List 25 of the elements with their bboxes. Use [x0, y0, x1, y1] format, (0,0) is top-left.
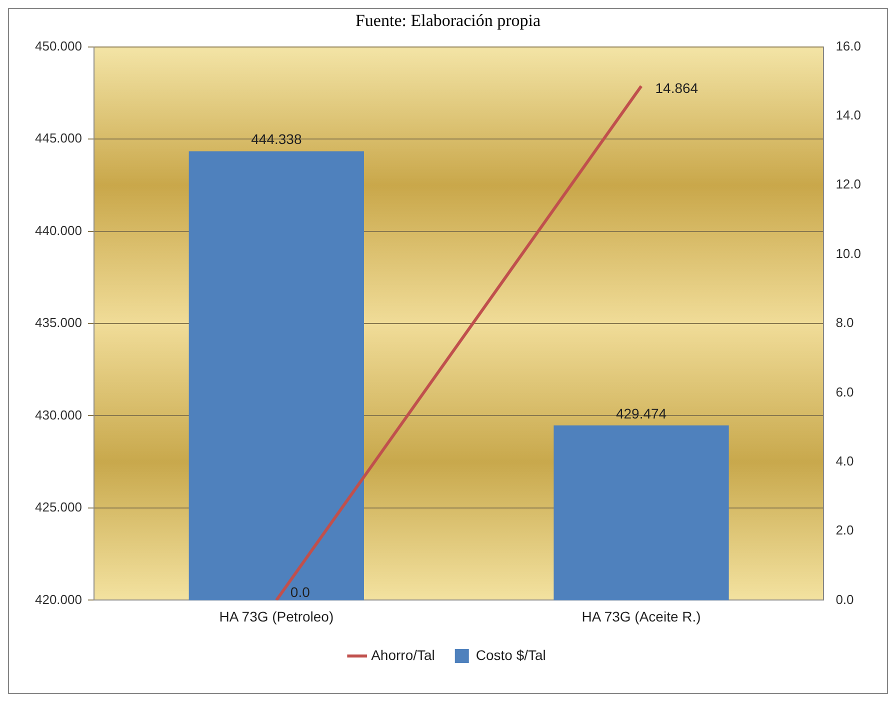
data-label: 14.864	[655, 80, 698, 96]
y-tick-label: 435.000	[34, 315, 82, 330]
x-tick-label: HA 73G (Petroleo)	[219, 608, 334, 624]
y-tick-label: 425.000	[34, 500, 82, 515]
data-label: 0.0	[290, 584, 310, 600]
data-label: 429.474	[616, 405, 667, 422]
y2-tick-label: 16.0	[836, 38, 862, 54]
x-tick-label: HA 73G (Aceite R.)	[582, 608, 701, 624]
y-tick-label: 430.000	[34, 407, 82, 422]
y2-tick-label: 14.0	[836, 108, 862, 123]
y2-tick-label: 10.0	[836, 246, 862, 261]
legend-label: Ahorro/Tal	[371, 646, 435, 663]
y2-tick-label: 4.0	[836, 453, 854, 468]
y-tick-label: 420.000	[34, 592, 82, 607]
y-tick-label: 440.000	[34, 222, 82, 238]
data-label: 444.338	[251, 131, 302, 148]
y2-tick-label: 8.0	[836, 315, 854, 330]
source-note: Fuente: Elaboración propia	[354, 10, 542, 32]
y2-tick-label: 12.0	[836, 176, 862, 192]
y-tick-label: 445.000	[34, 130, 82, 146]
y2-tick-label: 2.0	[836, 522, 854, 538]
y-tick-label: 450.000	[34, 38, 82, 54]
y2-tick-label: 6.0	[836, 384, 854, 400]
y2-tick-label: 0.0	[836, 592, 854, 607]
legend-label: Costo $/Tal	[476, 646, 546, 663]
